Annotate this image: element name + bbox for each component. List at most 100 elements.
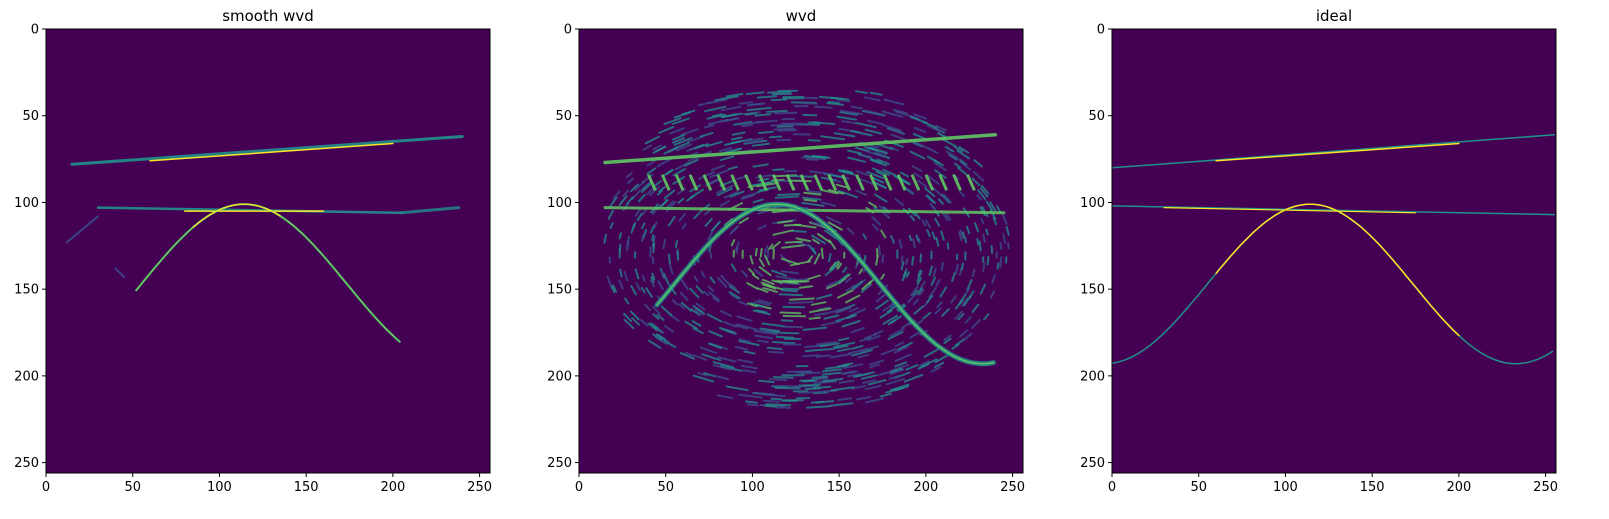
interference-dash (736, 315, 753, 322)
interference-dash (746, 282, 759, 290)
interference-dash (692, 354, 708, 361)
interference-dash (781, 331, 800, 335)
interference-dash (756, 287, 769, 293)
interference-dash (905, 364, 919, 371)
interference-dash (709, 276, 716, 284)
interference-dash (689, 287, 700, 299)
fm-curve (656, 203, 995, 365)
interference-dash (916, 270, 923, 282)
interference-dash (711, 220, 721, 232)
cross-term-stripe (827, 174, 838, 191)
interference-dash (711, 113, 723, 118)
x-tick-label: 100 (207, 480, 232, 495)
tone-peak (1163, 207, 1417, 214)
interference-dash (898, 239, 903, 249)
interference-dash (612, 190, 621, 200)
cross-term-stripe (869, 174, 879, 191)
interference-dash (675, 141, 690, 149)
interference-dash (740, 364, 758, 370)
interference-dash (863, 145, 880, 152)
interference-dash (886, 127, 904, 134)
y-tick-label: 200 (14, 369, 39, 384)
interference-dash (664, 325, 675, 333)
upper-chirp-line (70, 135, 464, 166)
interference-dash (880, 348, 897, 356)
interference-dash (757, 299, 773, 305)
interference-dash (652, 243, 656, 254)
interference-dash (758, 379, 775, 384)
interference-dash (882, 168, 897, 177)
interference-dash (738, 300, 748, 306)
interference-dash (644, 135, 660, 145)
interference-dash (652, 235, 656, 243)
cross-term-stripe (799, 174, 810, 191)
interference-dash (667, 215, 676, 227)
interference-dash (768, 378, 788, 381)
interference-dash (869, 91, 883, 96)
interference-dash (734, 345, 749, 351)
interference-dash (730, 239, 736, 247)
interference-dash (911, 165, 923, 172)
interference-dash (652, 221, 658, 230)
y-tick-label: 0 (1097, 23, 1105, 38)
heatmap-background (1112, 29, 1556, 473)
interference-dash (635, 282, 641, 291)
interference-dash (937, 132, 947, 138)
interference-dash (921, 219, 927, 227)
interference-dash (646, 159, 656, 167)
interference-dash (766, 109, 788, 113)
interference-dash (641, 181, 652, 190)
interference-dash (871, 176, 885, 184)
interference-dash (826, 283, 838, 290)
interference-dash (708, 98, 728, 105)
interference-dash (830, 386, 855, 392)
interference-dash (962, 231, 966, 238)
interference-dash (894, 198, 904, 206)
interference-dash (756, 182, 779, 188)
interference-dash (874, 193, 888, 203)
interference-dash (798, 371, 821, 375)
interference-dash (930, 366, 942, 373)
interference-dash (697, 372, 709, 377)
interference-dash (704, 105, 727, 113)
interference-dash (900, 255, 904, 263)
interference-dash (956, 149, 970, 160)
interference-dash (673, 137, 693, 146)
interference-dash (707, 231, 714, 241)
interference-dash (770, 123, 788, 127)
interference-dash (842, 266, 848, 273)
interference-dash (771, 178, 785, 182)
cross-term-stripe (966, 174, 976, 191)
cross-term-stripe (938, 174, 949, 191)
interference-dash (913, 305, 924, 315)
interference-dash (626, 177, 634, 185)
interference-dash (886, 305, 897, 313)
interference-dash (889, 368, 905, 376)
interference-dash (954, 263, 959, 275)
tone-tail (400, 206, 461, 215)
interference-dash (624, 297, 630, 305)
interference-dash (641, 222, 646, 230)
interference-dash (837, 397, 853, 401)
interference-dash (926, 124, 943, 133)
interference-dash (913, 172, 924, 180)
y-tick-label: 100 (547, 196, 572, 211)
interference-dash (754, 113, 772, 117)
interference-dash (928, 265, 934, 276)
axes-frame (45, 28, 491, 474)
interference-dash (996, 262, 1000, 270)
interference-dash (680, 128, 699, 136)
interference-dash (665, 169, 674, 176)
interference-dash (990, 245, 994, 255)
fm-curve-peak (1215, 203, 1460, 337)
interference-dash (776, 193, 801, 196)
interference-dash (772, 168, 785, 171)
interference-dash (630, 183, 639, 193)
heatmap-image (603, 89, 1010, 409)
interference-dash (890, 133, 906, 141)
interference-dash (824, 265, 837, 277)
x-tick-label: 200 (913, 480, 938, 495)
interference-dash (766, 248, 770, 259)
interference-dash (771, 341, 796, 345)
